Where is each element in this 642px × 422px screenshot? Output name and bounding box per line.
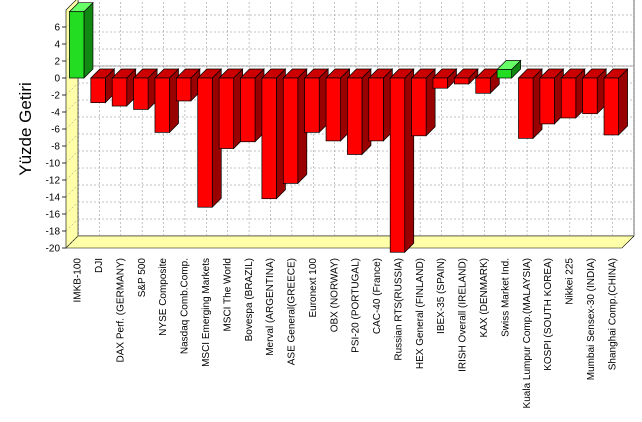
y-tick-label: -18: [46, 227, 61, 238]
y-tick-label: -2: [51, 91, 60, 102]
bar-7: [218, 68, 244, 150]
x-tick-label: DAX Perf. (GERMANY): [115, 258, 126, 362]
y-tick-label: -8: [51, 142, 60, 153]
x-tick-label: MSCI Emerging Markets: [201, 258, 212, 367]
x-tick-label: IRISH Overall (IRELAND): [458, 258, 469, 372]
bar-2: [111, 68, 137, 107]
bar-11: [303, 68, 330, 134]
x-tick-label: Swiss Market Ind.: [500, 258, 511, 337]
y-tick-label: -20: [46, 244, 61, 255]
bar-9: [261, 68, 287, 200]
x-tick-label: Russian RTS(RUSSIA): [393, 258, 404, 361]
bar-5: [175, 68, 201, 102]
x-tick-label: OBX (NORWAY): [329, 258, 340, 332]
bar-15: [389, 68, 415, 254]
bar-13: [346, 68, 372, 156]
x-tick-label: CAC-40 (France): [372, 258, 383, 334]
x-tick-label: Bovespa (BRAZIL): [244, 258, 255, 341]
x-tick-label: Nasdaq Comb.Comp.: [180, 258, 191, 354]
bar-0: [68, 1, 94, 79]
y-tick-label: -14: [46, 193, 61, 204]
x-tick-label: MSCI The World: [222, 258, 233, 332]
bar-21: [517, 68, 543, 140]
y-tick-label: -4: [51, 108, 60, 119]
y-tick-label: 2: [54, 57, 60, 68]
y-tick-label: -6: [51, 125, 60, 136]
y-tick-label: -16: [46, 210, 61, 221]
x-tick-label: PSI-20 (PORTUGAL): [351, 258, 362, 353]
y-tick-label: -12: [46, 176, 61, 187]
x-tick-label: Nikkei 225: [565, 258, 576, 305]
x-tick-label: S&P 500: [137, 258, 148, 298]
bar-16: [410, 68, 436, 137]
y-axis-ticks: 6 4 2 0 -2 -4 -6 -8 -10 -12 -14 -16 -18 -20: [46, 23, 66, 255]
bar-23: [560, 68, 586, 119]
x-tick-label: ASE General(GREECE): [287, 258, 298, 365]
x-tick-label: Mumbai Sensex-30 (INDIA): [586, 258, 597, 380]
x-tick-label: Merval (ARGENTINA): [265, 258, 276, 356]
x-tick-label: DJI: [94, 258, 105, 273]
bar-6: [196, 68, 223, 209]
x-tick-label: NYSE Composite: [158, 258, 169, 336]
x-tick-label: KOSPI (SOUTH KOREA): [543, 258, 554, 371]
floor: [65, 235, 635, 249]
bar-22: [539, 68, 565, 125]
x-tick-label: Shanghai Comp.(CHINA): [607, 258, 618, 370]
y-axis-label: Yüzde Getiri: [16, 82, 35, 176]
bar-8: [239, 68, 265, 143]
bar-17: [432, 68, 458, 90]
y-tick-label: 4: [54, 40, 60, 51]
x-axis-labels: IMKB-100 DJI DAX Perf. (GERMANY) S&P 500 NYS…: [73, 258, 619, 409]
y-tick-label: -10: [46, 159, 61, 170]
y-tick-label: 0: [54, 74, 60, 85]
x-tick-label: HEX General (FINLAND): [415, 258, 426, 369]
x-tick-label: Kuala Lumpur Comp.(MALAYSIA): [522, 258, 533, 408]
bars: [68, 1, 629, 254]
bar-25: [603, 68, 629, 136]
bar-18: [453, 68, 479, 85]
bar-3: [132, 68, 158, 111]
bar-4: [154, 68, 180, 134]
x-tick-label: IMKB-100: [73, 258, 84, 303]
bar-20: [496, 59, 522, 79]
bar-1: [89, 68, 116, 104]
bar-14: [367, 68, 394, 142]
x-tick-label: IBEX-35 (SPAIN): [436, 258, 447, 334]
bar-10: [282, 68, 308, 185]
bar-24: [581, 68, 608, 115]
y-tick-label: 6: [54, 23, 60, 34]
x-tick-label: KAX (DENMARK): [479, 258, 490, 337]
x-tick-label: Euronext 100: [308, 258, 319, 318]
bar-12: [325, 68, 351, 142]
